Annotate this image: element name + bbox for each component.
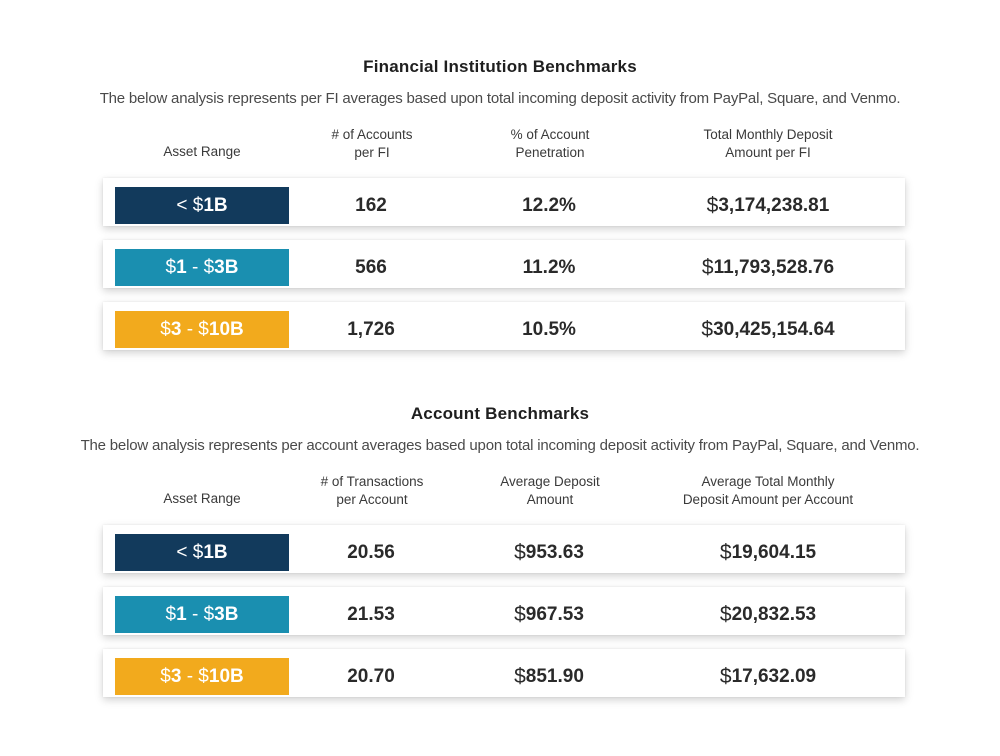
asset-range-text: 10B — [208, 665, 244, 687]
cell-value: 1,726 — [347, 318, 395, 340]
asset-range-text: 3 — [170, 318, 182, 340]
asset-range-text: 3 — [170, 665, 182, 687]
table-cell: $3,174,238.81 — [648, 187, 888, 224]
currency-symbol: $ — [514, 602, 526, 626]
table-cell: 1,726 — [291, 311, 451, 348]
asset-range-text: $ — [165, 603, 177, 625]
asset-range-text: 1B — [203, 194, 228, 216]
asset-range-text: 1 — [176, 603, 187, 625]
asset-range-text: 3B — [214, 603, 239, 625]
asset-range-text: $ — [160, 318, 171, 340]
cell-value: 20.70 — [347, 665, 395, 687]
table-cell: 12.2% — [469, 187, 629, 224]
asset-range-badge: $3 - $10B — [115, 658, 289, 695]
asset-range-badge: $1 - $3B — [115, 596, 289, 633]
currency-symbol: $ — [701, 317, 714, 341]
section-title: Financial Institution Benchmarks — [363, 57, 637, 76]
asset-range-text: 3B — [214, 256, 239, 278]
table-cell: $851.90 — [469, 658, 629, 695]
asset-range-badge: $1 - $3B — [115, 249, 289, 286]
asset-range-text: 1 — [176, 256, 187, 278]
cell-value: 11.2% — [522, 256, 576, 278]
asset-range-text: - $ — [181, 318, 209, 340]
asset-range-badge: $3 - $10B — [115, 311, 289, 348]
cell-value: 12.2% — [522, 194, 576, 216]
table-cell: $20,832.53 — [648, 596, 888, 633]
asset-range-text: $ — [165, 256, 177, 278]
currency-symbol: $ — [706, 193, 719, 217]
table-row: $1 - $3B 21.53 $967.53 $20,832.53 — [103, 587, 905, 635]
column-header-transactions: # of Transactions per Account — [320, 474, 424, 507]
cell-value: 851.90 — [525, 665, 584, 687]
asset-range-badge: < $1B — [115, 534, 289, 571]
asset-range-text: 1B — [203, 541, 228, 563]
cell-value: 20,832.53 — [731, 603, 817, 625]
cell-value: 17,632.09 — [731, 665, 817, 687]
column-header-accounts: # of Accounts per FI — [331, 127, 413, 160]
cell-value: 162 — [355, 194, 387, 216]
cell-value: 20.56 — [347, 541, 395, 563]
cell-value: 953.63 — [525, 541, 584, 563]
cell-value: 21.53 — [347, 603, 395, 625]
cell-value: 3,174,238.81 — [718, 194, 830, 216]
table-cell: 10.5% — [469, 311, 629, 348]
asset-range-text: $ — [160, 665, 171, 687]
currency-symbol: $ — [514, 664, 526, 688]
table-cell: 20.70 — [291, 658, 451, 695]
section-subtitle: The below analysis represents per FI ave… — [99, 90, 901, 107]
table-cell: 20.56 — [291, 534, 451, 571]
table-cell: $30,425,154.64 — [648, 311, 888, 348]
table-cell: 21.53 — [291, 596, 451, 633]
currency-symbol: $ — [701, 255, 714, 279]
table-cell: $17,632.09 — [648, 658, 888, 695]
table-row: < $1B 20.56 $953.63 $19,604.15 — [103, 525, 905, 573]
column-header-penetration: % of Account Penetration — [510, 127, 590, 160]
table-cell: $953.63 — [469, 534, 629, 571]
cell-value: 967.53 — [525, 603, 584, 625]
table-cell: $11,793,528.76 — [648, 249, 888, 286]
table-cell: 566 — [291, 249, 451, 286]
table-cell: $19,604.15 — [648, 534, 888, 571]
cell-value: 11,793,528.76 — [713, 256, 835, 278]
table-cell: 162 — [291, 187, 451, 224]
table-row: $1 - $3B 566 11.2% $11,793,528.76 — [103, 240, 905, 288]
table-row: $3 - $10B 1,726 10.5% $30,425,154.64 — [103, 302, 905, 350]
table-cell: $967.53 — [469, 596, 629, 633]
asset-range-text: - $ — [186, 256, 215, 278]
table-row: $3 - $10B 20.70 $851.90 $17,632.09 — [103, 649, 905, 697]
asset-range-badge: < $1B — [115, 187, 289, 224]
currency-symbol: $ — [719, 540, 732, 564]
cell-value: 10.5% — [522, 318, 576, 340]
asset-range-text: < $ — [176, 541, 204, 563]
column-header-asset-range: Asset Range — [163, 491, 241, 506]
asset-range-text: 10B — [208, 318, 244, 340]
column-header-avg-deposit: Average Deposit Amount — [500, 474, 600, 507]
column-header-monthly-deposit: Total Monthly Deposit Amount per FI — [703, 127, 833, 160]
asset-range-text: - $ — [181, 665, 209, 687]
cell-value: 30,425,154.64 — [713, 318, 835, 340]
currency-symbol: $ — [719, 664, 732, 688]
cell-value: 566 — [355, 256, 387, 278]
asset-range-text: < $ — [176, 194, 204, 216]
cell-value: 19,604.15 — [731, 541, 817, 563]
currency-symbol: $ — [719, 602, 732, 626]
column-header-avg-monthly-deposit: Average Total Monthly Deposit Amount per… — [682, 474, 854, 507]
currency-symbol: $ — [514, 540, 526, 564]
table-row: < $1B 162 12.2% $3,174,238.81 — [103, 178, 905, 226]
section-title: Account Benchmarks — [410, 404, 590, 423]
section-subtitle: The below analysis represents per accoun… — [80, 437, 920, 454]
table-cell: 11.2% — [469, 249, 629, 286]
asset-range-text: - $ — [186, 603, 215, 625]
column-header-asset-range: Asset Range — [163, 144, 241, 159]
